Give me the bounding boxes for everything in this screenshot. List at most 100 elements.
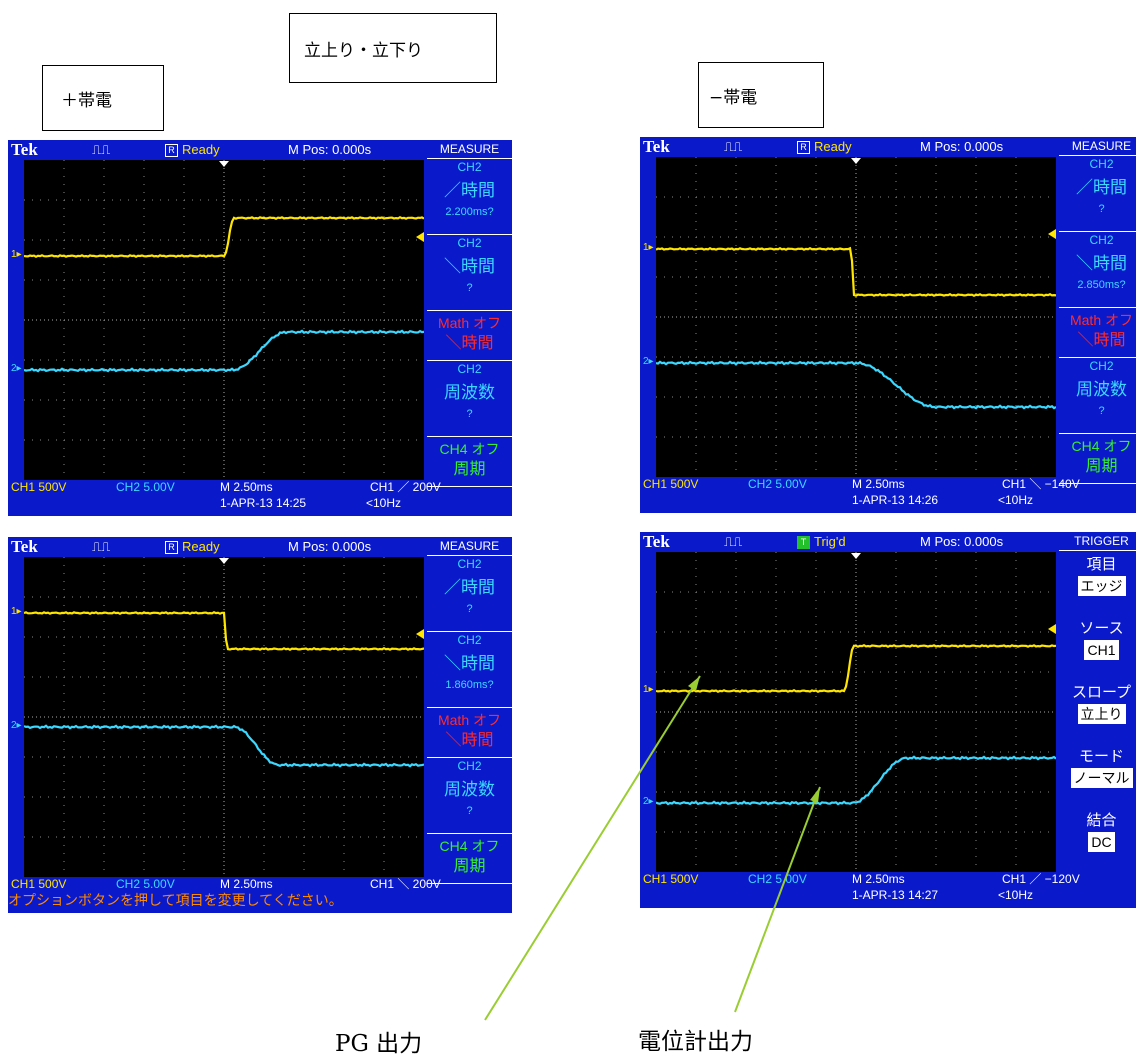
measure-type: 周期	[453, 461, 486, 478]
horizontal-position: M Pos: 0.000s	[288, 539, 372, 554]
acquisition-status: R Ready	[165, 140, 220, 159]
measure-type: ＼時間	[445, 732, 494, 749]
status-text: Ready	[814, 139, 852, 154]
measure-value: 2.850ms?	[1077, 279, 1126, 291]
ch1-marker: 1▸	[11, 606, 22, 617]
trigger-menu-item[interactable]: 結合 DC	[1059, 807, 1136, 871]
trigger-level: CH1 ／ 200V	[370, 480, 441, 494]
menu-title: TRIGGER	[1059, 532, 1136, 551]
date-time: 1-APR-13 14:25	[220, 496, 307, 510]
trigger-level: CH1 ＼ 200V	[370, 877, 441, 891]
status-text: Trig'd	[814, 534, 846, 549]
measure-item[interactable]: Math オフ ＼時間	[427, 708, 512, 758]
measure-item[interactable]: CH2 ／時間?	[427, 556, 512, 632]
timebase: M 2.50ms	[852, 872, 905, 886]
measure-value: ?	[466, 603, 473, 615]
rise-fall-label: 立上り・立下り	[304, 40, 423, 61]
trigger-level: CH1 ＼ −140V	[1002, 477, 1080, 491]
measure-item[interactable]: CH2 周波数?	[1059, 358, 1136, 434]
measure-source: Math オフ	[1069, 312, 1133, 328]
measure-item[interactable]: CH4 オフ 周期	[427, 834, 512, 884]
measure-value: ?	[1098, 203, 1105, 215]
negative-charge-label-box: −帯電	[698, 62, 824, 128]
measure-item[interactable]: Math オフ ＼時間	[1059, 308, 1136, 358]
menu-title: MEASURE	[1059, 137, 1136, 156]
trigger-option-label: スロープ	[1071, 684, 1132, 701]
brand-label: Tek	[643, 532, 670, 551]
measure-item[interactable]: CH4 オフ 周期	[427, 437, 512, 487]
status-text: Ready	[182, 142, 220, 157]
negative-charge-label: −帯電	[709, 87, 758, 108]
measure-type: ＼時間	[1076, 254, 1127, 273]
measure-item[interactable]: CH2 ＼時間?	[427, 235, 512, 311]
waveform-display	[656, 552, 1056, 872]
date-time: 1-APR-13 14:27	[852, 888, 939, 902]
measure-type: ／時間	[444, 578, 495, 597]
acquisition-status: R Ready	[165, 537, 220, 556]
date-time: 1-APR-13 14:26	[852, 493, 939, 507]
meter-output-arrowhead	[810, 787, 820, 803]
measure-source: Math オフ	[437, 712, 501, 728]
measure-item[interactable]: Math オフ ＼時間	[427, 311, 512, 361]
measure-source: Math オフ	[437, 315, 501, 331]
trigger-option-value[interactable]: エッジ	[1077, 576, 1126, 596]
graticule	[24, 160, 424, 480]
positive-charge-label: ＋帯電	[61, 90, 112, 111]
measure-type: 周波数	[444, 780, 495, 799]
measure-item[interactable]: CH2 ／時間?	[1059, 156, 1136, 232]
ch2-scale: CH2 5.00V	[748, 477, 807, 491]
trigger-menu: 項目 エッジ ソース CH1 スロープ 立上り モード ノーマル 結合 DC	[1059, 551, 1136, 871]
trigger-option-label: 結合	[1086, 812, 1117, 829]
measure-type: 周期	[1085, 458, 1118, 475]
ch1-scale: CH1 500V	[643, 477, 699, 491]
positive-charge-label-box: ＋帯電	[42, 65, 164, 131]
menu-title: MEASURE	[427, 140, 512, 159]
measure-type: 周期	[453, 858, 486, 875]
ch2-marker: 2▸	[643, 796, 654, 807]
rise-fall-label-box: 立上り・立下り	[289, 13, 497, 83]
measure-value: ?	[466, 805, 473, 817]
trigger-menu-item[interactable]: ソース CH1	[1059, 615, 1136, 679]
scope-status-bar: Tek ⎍⎍ R Ready M Pos: 0.000s	[640, 137, 1136, 156]
trigger-option-value[interactable]: ノーマル	[1070, 768, 1133, 788]
ch2-scale: CH2 5.00V	[116, 480, 175, 494]
measure-source: CH2	[457, 160, 482, 174]
side-menu: MEASURE CH2 ／時間? CH2 ＼時間 2.850ms? Math オフ ＼時間 CH…	[1059, 137, 1136, 484]
measure-item[interactable]: CH2 ＼時間 1.860ms?	[427, 632, 512, 708]
trigger-option-value[interactable]: 立上り	[1077, 704, 1126, 724]
trigger-menu-item[interactable]: スロープ 立上り	[1059, 679, 1136, 743]
measure-source: CH4 オフ	[439, 441, 500, 457]
meter-output-arrow	[734, 786, 821, 1013]
trigger-option-value[interactable]: DC	[1088, 832, 1115, 852]
measure-source: CH2	[1089, 359, 1114, 373]
status-icon: T	[797, 536, 810, 550]
measure-type: ＼時間	[444, 654, 495, 673]
trigger-frequency: <10Hz	[998, 493, 1034, 507]
measure-source: CH4 オフ	[439, 838, 500, 854]
trigger-menu-item[interactable]: モード ノーマル	[1059, 743, 1136, 807]
graticule	[656, 157, 1056, 477]
trigger-pulse-icon: ⎍⎍	[92, 142, 111, 157]
measure-item[interactable]: CH2 ／時間 2.200ms?	[427, 159, 512, 235]
measure-item[interactable]: CH4 オフ 周期	[1059, 434, 1136, 484]
scope-positive-rise: Tek ⎍⎍ R Ready M Pos: 0.000s 1▸ 2▸ MEASURE…	[8, 140, 512, 516]
ch2-marker: 2▸	[643, 356, 654, 367]
measure-item[interactable]: CH2 周波数?	[427, 758, 512, 834]
timebase: M 2.50ms	[220, 480, 273, 494]
trigger-menu-item[interactable]: 項目 エッジ	[1059, 551, 1136, 615]
brand-label: Tek	[643, 137, 670, 156]
trigger-pulse-icon: ⎍⎍	[724, 139, 743, 154]
measure-item[interactable]: CH2 周波数?	[427, 361, 512, 437]
status-text: Ready	[182, 539, 220, 554]
trigger-pulse-icon: ⎍⎍	[92, 539, 111, 554]
measure-type: ＼時間	[1077, 332, 1126, 349]
side-menu: MEASURE CH2 ／時間 2.200ms? CH2 ＼時間? Math オフ ＼時間 CH…	[427, 140, 512, 487]
ch2-marker: 2▸	[11, 363, 22, 374]
side-menu: MEASURE CH2 ／時間? CH2 ＼時間 1.860ms? Math オフ ＼時間 CH…	[427, 537, 512, 884]
measure-item[interactable]: CH2 ＼時間 2.850ms?	[1059, 232, 1136, 308]
measure-source: CH2	[457, 557, 482, 571]
trigger-option-value[interactable]: CH1	[1084, 640, 1119, 660]
horizontal-position: M Pos: 0.000s	[920, 139, 1004, 154]
pg-output-arrow	[484, 675, 701, 1021]
